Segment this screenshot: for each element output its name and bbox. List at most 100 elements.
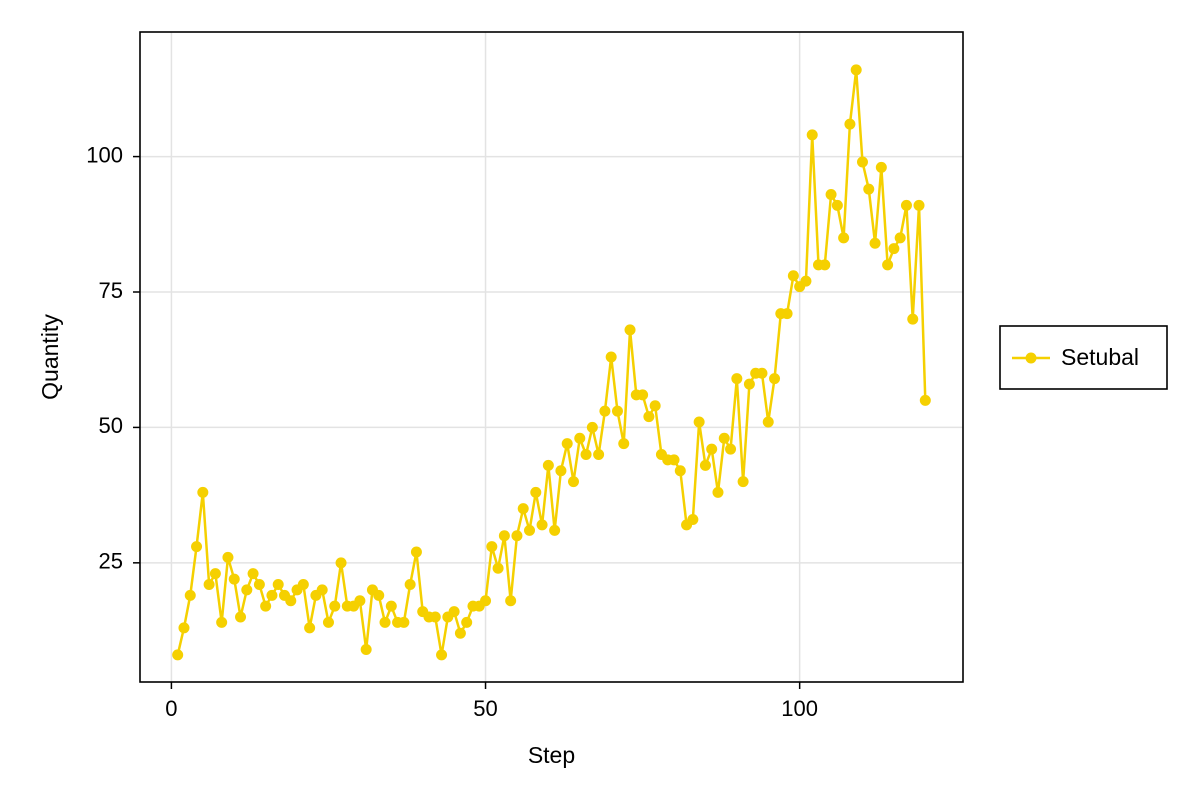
data-point xyxy=(235,611,247,623)
data-point xyxy=(404,579,416,590)
data-point xyxy=(486,541,498,553)
plot-frame xyxy=(139,31,964,683)
data-point xyxy=(272,579,284,590)
data-point xyxy=(593,449,605,460)
data-point xyxy=(800,275,812,287)
data-point xyxy=(731,373,743,385)
data-point xyxy=(706,443,718,455)
data-point xyxy=(718,432,730,444)
data-point xyxy=(687,514,699,525)
data-point xyxy=(172,649,184,661)
data-point xyxy=(461,616,473,628)
axis-ticks xyxy=(133,155,801,689)
data-point xyxy=(888,243,900,255)
data-point xyxy=(492,562,504,574)
data-point xyxy=(580,449,592,460)
data-point xyxy=(228,573,240,585)
data-point xyxy=(266,589,278,601)
data-point xyxy=(618,438,630,450)
data-point xyxy=(762,416,774,428)
data-point xyxy=(505,595,517,607)
data-point xyxy=(329,600,341,612)
data-point xyxy=(285,595,297,607)
data-point xyxy=(498,530,510,542)
data-point xyxy=(856,156,868,168)
data-point xyxy=(894,232,906,244)
data-point xyxy=(743,378,755,390)
data-point xyxy=(863,183,875,195)
data-point xyxy=(203,579,215,590)
data-point xyxy=(398,616,410,628)
data-point xyxy=(530,486,542,498)
data-point xyxy=(712,486,724,498)
data-point xyxy=(674,465,686,477)
data-point xyxy=(410,546,422,558)
data-point xyxy=(549,524,561,536)
tick-labels: 0 50 100 25 50 75 100 xyxy=(86,142,818,721)
y-tick-label: 100 xyxy=(86,142,123,167)
data-point xyxy=(184,589,196,601)
data-point xyxy=(819,259,831,271)
data-point xyxy=(335,557,347,569)
data-point xyxy=(253,579,265,590)
data-point xyxy=(781,308,793,320)
data-point xyxy=(605,351,617,363)
grid-lines xyxy=(140,32,963,682)
data-point xyxy=(297,579,309,590)
data-point xyxy=(649,400,661,412)
data-point xyxy=(913,199,925,211)
data-point xyxy=(919,394,931,406)
series-line xyxy=(176,68,927,657)
data-point xyxy=(907,313,919,325)
data-point xyxy=(561,438,573,450)
data-point xyxy=(429,611,441,623)
data-point xyxy=(536,519,548,531)
data-point xyxy=(586,421,598,433)
data-point xyxy=(787,270,799,282)
data-point xyxy=(668,454,680,466)
data-point xyxy=(806,129,818,141)
y-axis-label: Quantity xyxy=(37,314,63,400)
data-point xyxy=(241,584,253,596)
data-point xyxy=(875,161,887,173)
data-point xyxy=(838,232,850,244)
data-point xyxy=(693,416,705,428)
data-point xyxy=(869,237,881,249)
data-point xyxy=(567,476,579,488)
data-point xyxy=(316,584,328,596)
data-point xyxy=(524,524,536,536)
data-point xyxy=(511,530,523,542)
data-point xyxy=(436,649,448,661)
legend: Setubal xyxy=(999,325,1168,390)
data-point xyxy=(850,64,862,76)
data-point xyxy=(209,568,221,580)
data-point xyxy=(831,199,843,211)
data-point xyxy=(247,568,259,580)
data-point xyxy=(197,486,209,498)
y-tick-label: 25 xyxy=(99,549,123,574)
data-point xyxy=(900,199,912,211)
data-point xyxy=(454,627,466,639)
data-point xyxy=(574,432,586,444)
data-point xyxy=(360,644,372,655)
data-point xyxy=(260,600,272,612)
data-point xyxy=(624,324,636,336)
data-point xyxy=(699,459,711,471)
data-point xyxy=(385,600,397,612)
data-point xyxy=(178,622,190,634)
data-point xyxy=(725,443,737,455)
x-axis-label: Step xyxy=(528,742,575,768)
data-point xyxy=(216,616,228,628)
data-point xyxy=(480,595,492,607)
data-point xyxy=(304,622,316,634)
x-tick-label: 0 xyxy=(165,696,177,721)
data-point xyxy=(222,551,234,563)
data-point xyxy=(844,118,856,130)
data-point xyxy=(756,367,768,379)
data-point xyxy=(542,459,554,471)
data-point xyxy=(555,465,567,477)
data-point xyxy=(517,503,529,515)
data-point xyxy=(379,616,391,628)
legend-series-marker xyxy=(1025,352,1037,364)
